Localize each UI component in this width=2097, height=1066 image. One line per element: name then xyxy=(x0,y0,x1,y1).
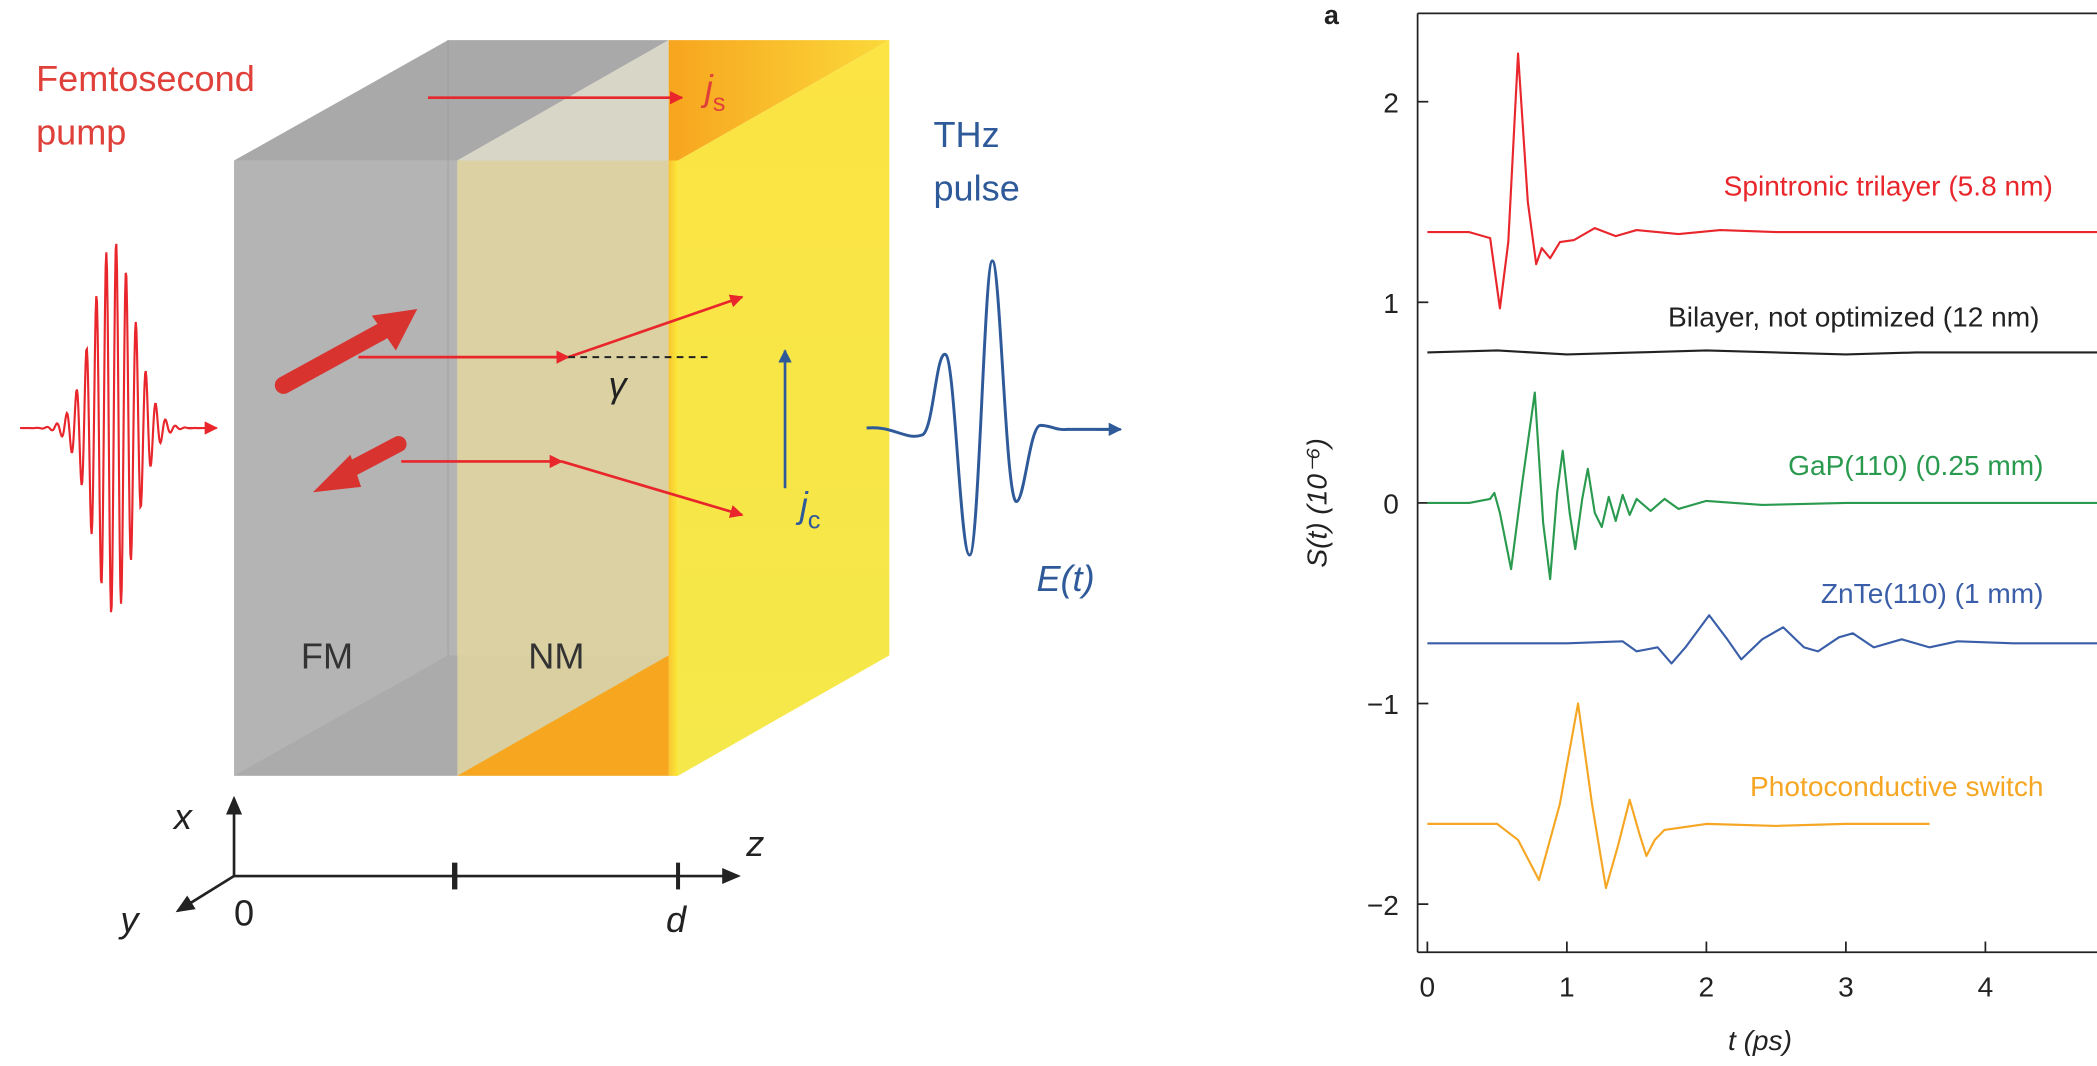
y-tick-label: 1 xyxy=(1383,288,1399,319)
series-line xyxy=(1427,52,2097,310)
x-tick-label: 2 xyxy=(1699,971,1715,1002)
spin-head xyxy=(371,308,418,351)
thz-label: pulse xyxy=(933,168,1019,209)
origin-label: 0 xyxy=(234,893,254,934)
fm-label: FM xyxy=(301,636,353,677)
chart: a t (ps) S(t) (10⁻⁶) −2 −1 0 1 2 0 1 2 3 4 Spintro… xyxy=(1302,0,2097,1056)
y-tick-label: 2 xyxy=(1383,87,1399,118)
flow-arrow xyxy=(561,460,744,518)
series-label: Bilayer, not optimized (12 nm) xyxy=(1668,301,2039,332)
spin-head xyxy=(312,454,362,493)
x-tick-label: 0 xyxy=(1420,971,1436,1002)
x-tick-label: 1 xyxy=(1559,971,1575,1002)
y-label: y xyxy=(117,899,140,940)
pump-pulse xyxy=(20,243,201,613)
x-axis-label: t (ps) xyxy=(1728,1025,1792,1056)
y-tick-label: 0 xyxy=(1383,489,1399,520)
diagram: Femtosecond pump THz pulse js jc γ E(t) … xyxy=(20,40,1123,940)
x-tick-label: 3 xyxy=(1838,971,1854,1002)
series-line xyxy=(1427,391,2097,581)
series-label: Spintronic trilayer (5.8 nm) xyxy=(1724,170,2053,201)
pump-label: pump xyxy=(36,111,126,152)
top-fm xyxy=(234,40,669,161)
pump-label: Femtosecond xyxy=(36,58,255,99)
spin-rod xyxy=(274,323,390,394)
x-label: x xyxy=(172,796,194,837)
js-sub: s xyxy=(713,89,726,117)
d-label: d xyxy=(666,899,688,940)
spin-down xyxy=(312,436,407,493)
series-line xyxy=(1427,702,1930,890)
y-tick-label: −1 xyxy=(1367,689,1399,720)
panel-label: a xyxy=(1324,0,1340,30)
x-tick-label: 4 xyxy=(1978,971,1994,1002)
y-axis-label: S(t) (10⁻⁶) xyxy=(1302,438,1333,567)
top-yellow xyxy=(668,40,890,161)
z-label: z xyxy=(745,823,764,864)
flow-arrow xyxy=(567,294,744,359)
series-line xyxy=(1427,349,2097,356)
y-axis xyxy=(175,874,235,913)
fm-back-bottom xyxy=(234,655,458,776)
field-label: E(t) xyxy=(1036,558,1094,599)
thz-label: THz xyxy=(933,114,999,155)
spin-up xyxy=(274,308,418,394)
thz-pulse xyxy=(866,259,1113,557)
series-label: ZnTe(110) (1 mm) xyxy=(1821,578,2044,609)
y-tick-label: −2 xyxy=(1367,890,1399,921)
jc-sub: c xyxy=(808,506,821,534)
series-label: GaP(110) (0.25 mm) xyxy=(1788,450,2043,481)
yellow-front xyxy=(668,160,679,776)
angle-label: γ xyxy=(609,364,629,405)
nm-back xyxy=(457,160,669,656)
series-label: Photoconductive switch xyxy=(1750,771,2043,802)
spin-rod xyxy=(339,436,407,479)
nm-label: NM xyxy=(528,636,584,677)
series-line xyxy=(1427,614,2097,665)
